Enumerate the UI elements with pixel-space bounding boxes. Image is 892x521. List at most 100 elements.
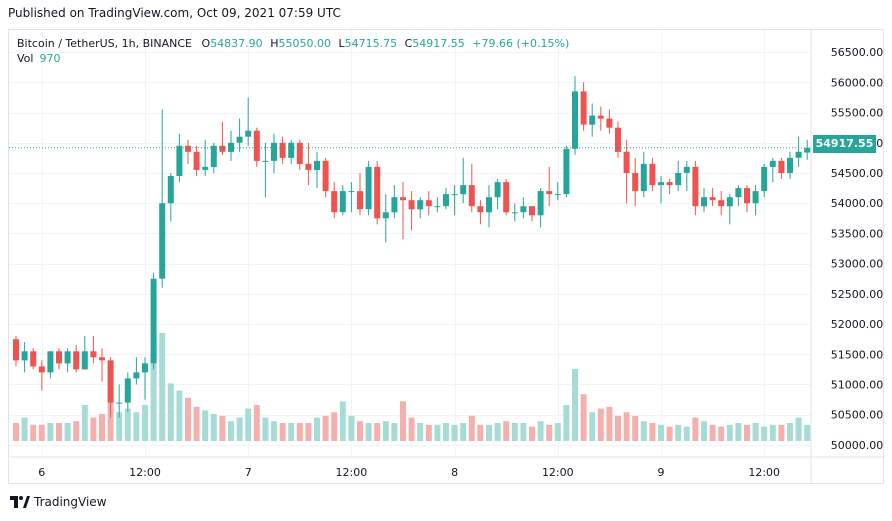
candle-body bbox=[692, 166, 699, 207]
volume-bar bbox=[391, 423, 398, 441]
candle-body bbox=[400, 197, 406, 201]
volume-bar bbox=[202, 410, 209, 441]
candle-body bbox=[279, 142, 286, 158]
candle bbox=[30, 348, 37, 370]
candle bbox=[176, 133, 183, 183]
volume-bar bbox=[804, 424, 811, 441]
candle-body bbox=[219, 145, 226, 152]
volume-bar bbox=[709, 424, 716, 441]
volume-bar bbox=[56, 423, 62, 441]
volume-bar bbox=[331, 412, 338, 441]
candle-body bbox=[81, 351, 88, 370]
candle bbox=[804, 139, 811, 160]
candle bbox=[486, 185, 492, 228]
volume-label: Vol bbox=[17, 52, 34, 65]
candle-body bbox=[572, 91, 578, 149]
price-tick-label: 53500.00 bbox=[831, 227, 884, 240]
volume-bars bbox=[13, 333, 811, 441]
candle-body bbox=[107, 360, 114, 403]
candle bbox=[322, 157, 329, 198]
candle-body bbox=[623, 151, 630, 173]
volume-bar bbox=[589, 412, 596, 441]
volume-bar bbox=[580, 394, 587, 441]
candle-body bbox=[744, 188, 750, 204]
high-value: 55050.00 bbox=[278, 37, 331, 50]
candle-body bbox=[56, 351, 62, 364]
volume-bar bbox=[658, 424, 664, 441]
volume-bar bbox=[752, 423, 759, 441]
candle bbox=[468, 163, 475, 213]
candle-body bbox=[709, 197, 716, 201]
candle-body bbox=[417, 200, 424, 210]
open-label: O bbox=[201, 37, 211, 50]
candle bbox=[658, 176, 664, 204]
candle-body bbox=[99, 357, 105, 361]
candle-body bbox=[606, 118, 613, 128]
high-label: H bbox=[270, 37, 279, 50]
candle-body bbox=[296, 142, 303, 164]
candle bbox=[494, 179, 501, 210]
candle-body bbox=[615, 127, 621, 152]
volume-bar bbox=[245, 408, 252, 441]
candle bbox=[701, 188, 707, 213]
volume-bar bbox=[787, 423, 793, 441]
brand-name: TradingView bbox=[34, 495, 107, 509]
price-tick-label: 53000.00 bbox=[831, 258, 884, 271]
candle-body bbox=[382, 212, 389, 219]
candle-body bbox=[167, 176, 174, 204]
candle bbox=[357, 173, 363, 216]
candle bbox=[537, 188, 544, 228]
volume-bar bbox=[649, 423, 656, 441]
candle bbox=[279, 136, 286, 164]
tradingview-brand[interactable]: TradingView bbox=[10, 495, 107, 509]
candlestick-chart[interactable]: 56500.0056000.0055500.0055000.0054500.00… bbox=[9, 30, 885, 485]
volume-bar bbox=[228, 421, 234, 441]
candle-body bbox=[554, 194, 561, 196]
time-tick-label: 12:00 bbox=[336, 466, 368, 479]
volume-bar bbox=[640, 421, 647, 441]
candle-body bbox=[13, 339, 19, 361]
candle-body bbox=[124, 378, 131, 403]
volume-bar bbox=[477, 424, 484, 441]
volume-legend: Vol 970 bbox=[17, 52, 60, 65]
volume-bar bbox=[90, 417, 97, 441]
volume-bar bbox=[701, 421, 707, 441]
candle bbox=[90, 336, 97, 364]
candle-body bbox=[133, 372, 140, 379]
candle bbox=[21, 342, 28, 373]
candle bbox=[81, 336, 88, 370]
candle bbox=[262, 142, 269, 198]
candle bbox=[331, 182, 338, 219]
candle bbox=[47, 351, 54, 379]
price-tick-label: 51500.00 bbox=[831, 348, 884, 361]
candle bbox=[511, 203, 518, 222]
candle-body bbox=[787, 157, 793, 173]
candle bbox=[666, 179, 673, 195]
candle-body bbox=[675, 173, 682, 186]
volume-bar bbox=[219, 415, 226, 441]
volume-bar bbox=[503, 421, 510, 441]
candle bbox=[107, 357, 114, 418]
candle-body bbox=[391, 197, 398, 213]
candle bbox=[73, 345, 80, 373]
time-tick-label: 6 bbox=[38, 466, 45, 479]
candle bbox=[460, 157, 467, 204]
candle bbox=[683, 160, 690, 192]
candle bbox=[709, 188, 716, 207]
candle bbox=[606, 109, 613, 134]
candle bbox=[589, 103, 596, 137]
candle bbox=[150, 272, 157, 370]
volume-bar bbox=[13, 423, 19, 441]
candle-body bbox=[658, 182, 664, 186]
candle bbox=[408, 191, 415, 231]
candle bbox=[546, 166, 553, 207]
candle bbox=[391, 185, 398, 219]
time-tick-label: 8 bbox=[451, 466, 458, 479]
volume-bar bbox=[425, 424, 432, 441]
volume-bar bbox=[271, 421, 277, 441]
price-tick-label: 50500.00 bbox=[831, 409, 884, 422]
chart-area[interactable]: 56500.0056000.0055500.0055000.0054500.00… bbox=[8, 29, 885, 485]
volume-bar bbox=[193, 406, 200, 441]
volume-bar bbox=[460, 423, 467, 441]
volume-bar bbox=[322, 415, 329, 441]
